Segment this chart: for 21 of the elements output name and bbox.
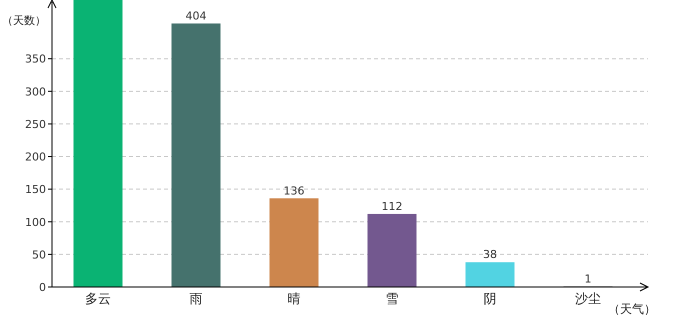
x-axis-title: （天气） [608, 302, 656, 316]
x-tick-label: 晴 [288, 292, 300, 307]
x-tick-label: 沙尘 [575, 292, 601, 307]
x-tick-label: 阴 [484, 292, 496, 307]
y-tick-label: 150 [25, 183, 46, 196]
data-label: 112 [382, 200, 402, 213]
x-tick-label: 多云 [85, 292, 111, 307]
y-tick-label: 0 [39, 281, 46, 294]
data-label: 1 [584, 272, 592, 286]
y-tick-label: 350 [25, 52, 46, 66]
y-tick-label: 50 [32, 248, 46, 262]
y-tick-label: 200 [25, 150, 46, 164]
y-tick-label: 250 [25, 118, 46, 131]
x-tick-label: 雨 [190, 292, 202, 307]
y-tick-label: 100 [25, 216, 46, 229]
data-label: 38 [483, 248, 497, 262]
y-tick-label: 300 [25, 85, 46, 98]
data-label: 136 [284, 184, 304, 198]
x-tick-label: 雪 [386, 292, 398, 307]
y-axis-title: （天数） [2, 14, 46, 27]
data-label: 404 [186, 9, 206, 22]
